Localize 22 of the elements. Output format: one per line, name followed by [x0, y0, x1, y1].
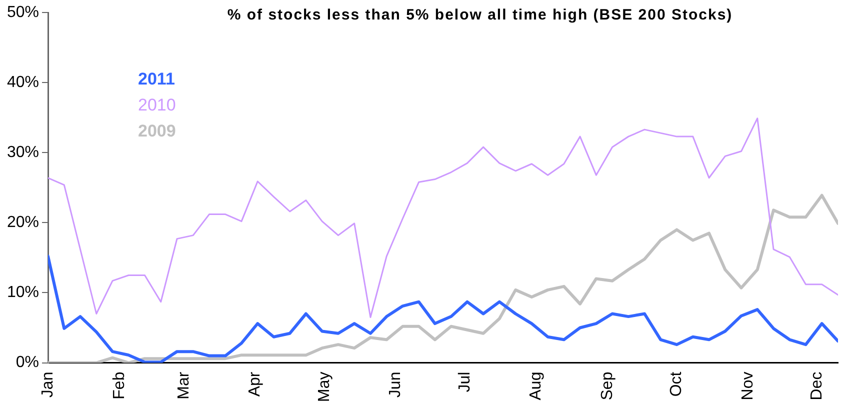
text: 2011	[138, 69, 175, 88]
chart-title: % of stocks less than 5% below all time high (BSE 200 Stocks)	[227, 6, 733, 24]
x-tick-label: Aug	[528, 372, 545, 400]
x-tick-label: Apr	[246, 371, 264, 397]
y-tick-label: 50%	[6, 4, 40, 22]
x-tick-label: Nov	[740, 372, 757, 400]
y-tick-label: 40%	[6, 74, 40, 92]
x-tick-label: Feb	[110, 372, 128, 400]
y-tick-label: 10%	[6, 284, 40, 302]
x-tick-label: Mar	[175, 371, 192, 400]
x-tick-label: Sep	[599, 372, 616, 400]
x-tick-label: Jul	[456, 372, 474, 392]
text: 2010	[138, 95, 176, 114]
x-tick-label: Oct	[668, 371, 686, 397]
y-tick-label: 0%	[16, 354, 40, 372]
x-tick-label: Jun	[387, 372, 404, 398]
y-tick-label: 20%	[6, 214, 40, 232]
x-tick-label: Dec	[808, 372, 826, 400]
x-tick-label: Jan	[39, 372, 56, 398]
y-tick-label: 30%	[6, 144, 40, 162]
text: 2009	[138, 121, 176, 140]
x-tick-label: May	[316, 372, 333, 402]
